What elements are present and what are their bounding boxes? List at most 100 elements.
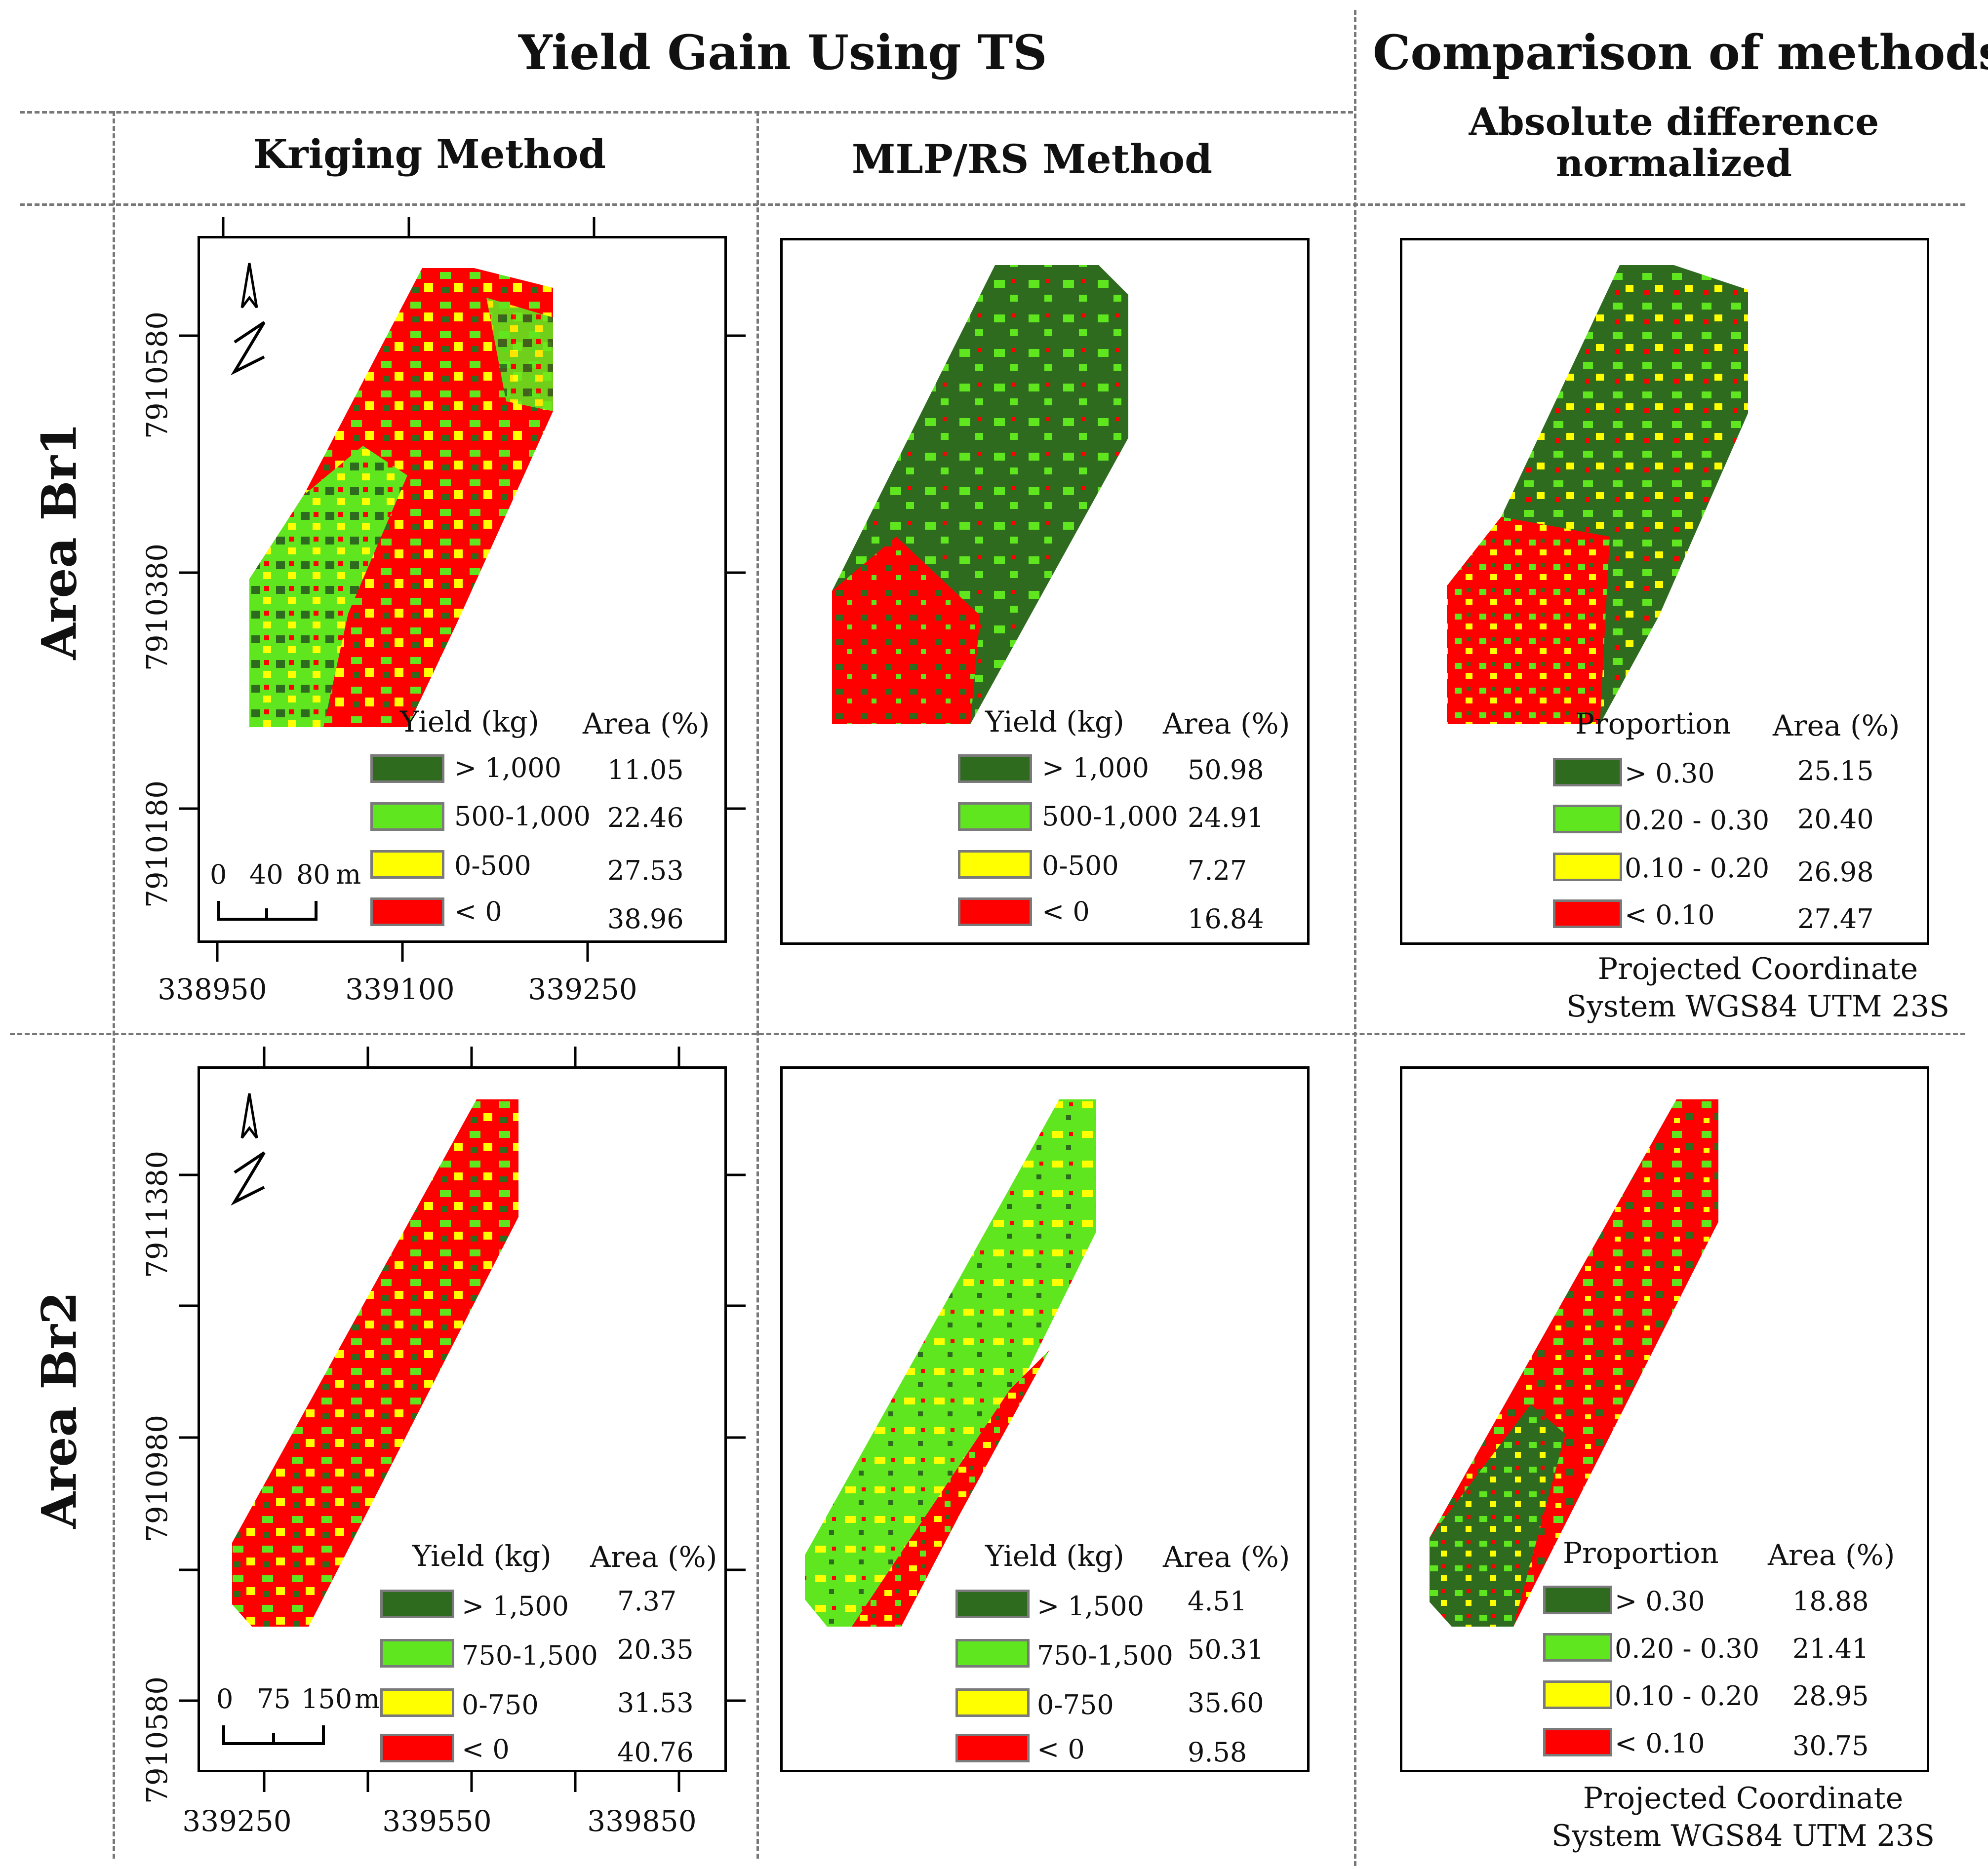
field-polygon (249, 268, 553, 727)
legend-swatch-yellow (958, 850, 1032, 879)
legend-swatch-red (955, 1734, 1030, 1762)
scale-unit: m (336, 859, 361, 890)
grid-line-v1 (113, 111, 115, 1859)
legend-class: > 1,000 (454, 752, 562, 783)
legend-area: 50.98 (1188, 754, 1264, 785)
legend-class: > 0.30 (1625, 758, 1715, 789)
legend-class: 0-500 (454, 850, 531, 881)
legend-swatch-light-green (1553, 805, 1622, 833)
map-br2-mlp (780, 1066, 1310, 1772)
legend-class: < 0.10 (1625, 899, 1715, 931)
legend-swatch-dark-green (380, 1590, 454, 1618)
scale-bar (222, 1725, 325, 1745)
legend-swatch-yellow (1543, 1680, 1612, 1709)
legend-swatch-dark-green (1543, 1586, 1612, 1614)
legend-area: 25.15 (1797, 755, 1874, 786)
legend-header-area: Area (%) (1773, 709, 1900, 742)
map-br1-diff (1400, 238, 1929, 945)
legend-swatch-red (1543, 1728, 1612, 1756)
legend-area: 28.95 (1792, 1680, 1869, 1712)
grid-line-top (20, 111, 1353, 114)
map-br1-kriging (198, 236, 727, 943)
br2-x-tick: 339550 (382, 1804, 492, 1838)
br2-x-tick: 339850 (587, 1804, 697, 1838)
legend-swatch-dark-green (958, 754, 1032, 783)
projection-note-br1: Projected Coordinate System WGS84 UTM 23… (1541, 950, 1975, 1025)
legend-area: 20.35 (617, 1634, 694, 1665)
legend-header-yield: Yield (kg) (400, 705, 539, 739)
legend-swatch-yellow (955, 1688, 1030, 1717)
legend-swatch-red (1553, 899, 1622, 928)
header-comparison: Comparison of methods (1373, 25, 1988, 80)
legend-area: 50.31 (1188, 1634, 1264, 1665)
header-absdiff-line1: Absolute difference (1469, 100, 1879, 144)
legend-area: 24.91 (1188, 802, 1264, 833)
legend-area: 16.84 (1188, 903, 1264, 934)
field-polygon (1430, 1099, 1718, 1627)
legend-area: 7.37 (617, 1586, 677, 1617)
legend-header-proportion: Proportion (1563, 1536, 1719, 1570)
projection-note-br2: Projected Coordinate System WGS84 UTM 23… (1521, 1780, 1965, 1855)
legend-swatch-red (370, 897, 444, 926)
header-mlp: MLP/RS Method (851, 136, 1213, 182)
legend-area: 22.46 (607, 802, 684, 833)
grid-line-headers (20, 203, 1965, 206)
br1-x-tick: 338950 (158, 973, 267, 1006)
field-polygon (1447, 265, 1748, 724)
map-br1-mlp (780, 238, 1310, 945)
legend-class: > 1,500 (1037, 1591, 1145, 1622)
legend-swatch-yellow (370, 850, 444, 879)
legend-area: 27.53 (607, 855, 684, 886)
grid-line-v2 (756, 111, 759, 1859)
legend-header-area: Area (%) (583, 707, 710, 740)
legend-swatch-light-green (958, 802, 1032, 831)
legend-area: 31.53 (617, 1687, 694, 1718)
legend-swatch-yellow (1553, 853, 1622, 881)
field-polygon (232, 1099, 518, 1627)
legend-area: 9.58 (1188, 1737, 1247, 1768)
scale-unit: m (355, 1683, 380, 1714)
header-kriging: Kriging Method (253, 131, 606, 177)
br1-y-tick: 7910580 (140, 311, 174, 439)
header-absdiff-line2: normalized (1555, 141, 1792, 185)
map-br2-kriging (198, 1066, 727, 1772)
br2-y-tick: 7910580 (140, 1676, 174, 1804)
grid-line-middle (10, 1033, 1965, 1035)
legend-swatch-light-green (380, 1639, 454, 1668)
legend-class: 0.20 - 0.30 (1615, 1633, 1760, 1664)
legend-swatch-dark-green (370, 754, 444, 783)
legend-area: 35.60 (1188, 1687, 1264, 1718)
legend-area: 18.88 (1792, 1586, 1869, 1617)
north-arrow-icon (231, 263, 266, 376)
br2-x-tick: 339250 (182, 1804, 292, 1838)
legend-header-area: Area (%) (1163, 1540, 1290, 1574)
legend-area: 30.75 (1792, 1730, 1869, 1761)
legend-swatch-dark-green (955, 1590, 1030, 1618)
projection-line1: Projected Coordinate (1583, 1781, 1904, 1816)
legend-class: < 0 (1037, 1734, 1085, 1765)
legend-area: 4.51 (1188, 1586, 1247, 1617)
br1-y-tick: 7910180 (140, 780, 174, 908)
legend-area: 20.40 (1797, 804, 1874, 835)
legend-swatch-light-green (1543, 1633, 1612, 1662)
legend-area: 11.05 (607, 754, 684, 785)
legend-class: 0.20 - 0.30 (1625, 805, 1770, 836)
legend-class: 750-1,500 (462, 1640, 598, 1671)
legend-swatch-yellow (380, 1688, 454, 1717)
legend-class: < 0 (454, 896, 502, 927)
scale-label: 75 (257, 1683, 291, 1714)
scale-label: 0 (210, 859, 227, 890)
legend-area: 21.41 (1792, 1633, 1869, 1664)
scale-label: 150 (301, 1683, 353, 1714)
field-polygon (832, 265, 1128, 724)
legend-header-yield: Yield (kg) (985, 705, 1124, 739)
projection-line1: Projected Coordinate (1597, 952, 1918, 986)
legend-swatch-red (958, 897, 1032, 926)
br1-y-tick: 7910380 (140, 543, 174, 671)
legend-class: > 0.30 (1615, 1586, 1705, 1617)
scale-label: 80 (296, 859, 330, 890)
legend-class: 0.10 - 0.20 (1625, 853, 1770, 884)
projection-line2: System WGS84 UTM 23S (1551, 1819, 1935, 1853)
grid-line-v3 (1354, 10, 1356, 1866)
